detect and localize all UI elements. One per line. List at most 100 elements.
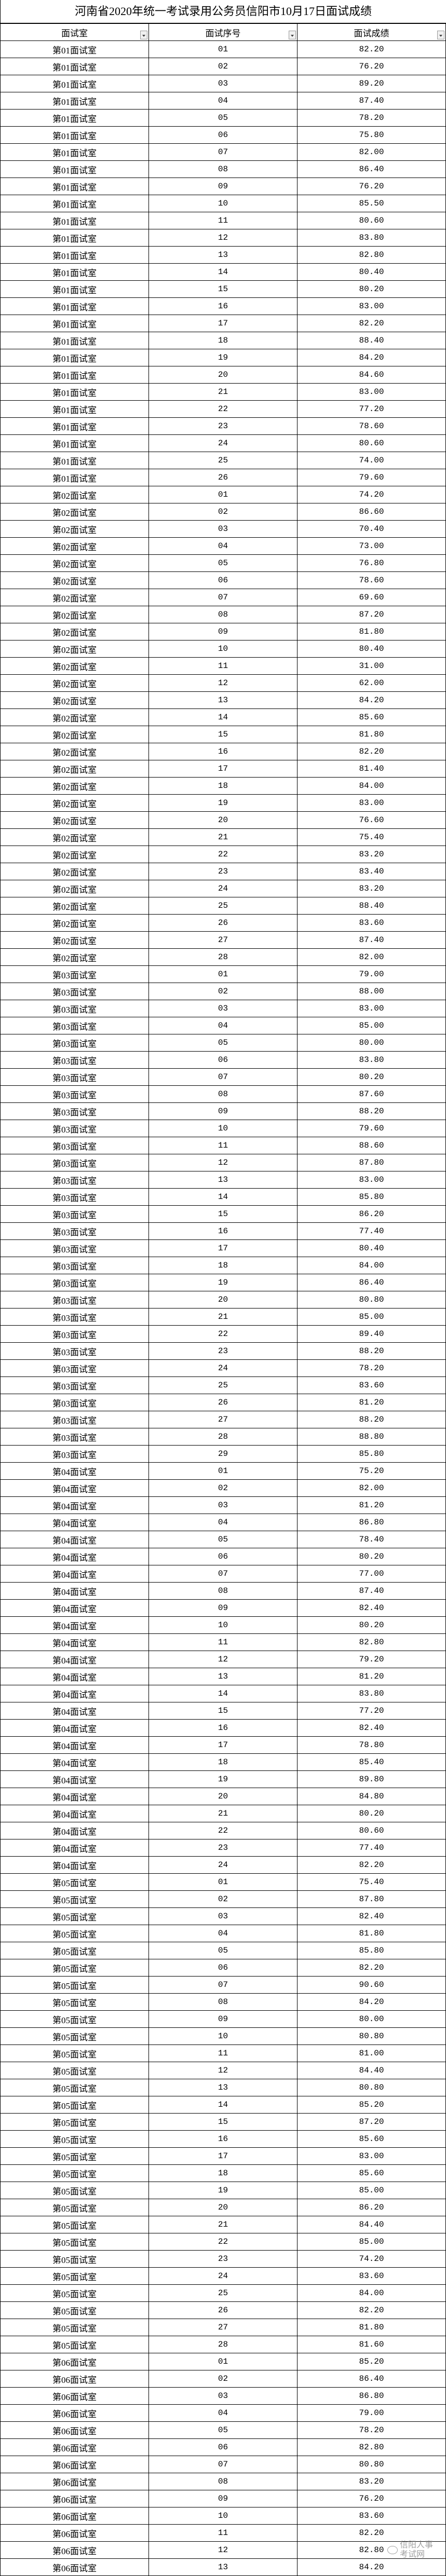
- seq-cell: 27: [148, 2319, 298, 2336]
- seq-cell: 10: [148, 1120, 298, 1137]
- seq-cell: 23: [148, 863, 298, 880]
- seq-cell: 28: [148, 948, 298, 966]
- room-cell: 第02面试室: [0, 554, 149, 572]
- table-row: 第03面试室 29 85.80: [0, 1445, 446, 1463]
- table-row: 第04面试室 01 75.20: [0, 1462, 446, 1480]
- room-cell: 第05面试室: [0, 1925, 149, 1942]
- seq-cell: 20: [148, 1291, 298, 1309]
- table-row: 第03面试室 22 89.40: [0, 1325, 446, 1343]
- table-row: 第05面试室 25 84.00: [0, 2284, 446, 2302]
- seq-cell: 29: [148, 1445, 298, 1463]
- seq-cell: 06: [148, 1051, 298, 1069]
- room-cell: 第02面试室: [0, 503, 149, 521]
- table-row: 第04面试室 16 82.40: [0, 1719, 446, 1737]
- room-cell: 第02面试室: [0, 571, 149, 589]
- seq-cell: 01: [148, 965, 298, 983]
- seq-cell: 03: [148, 520, 298, 538]
- table-row: 第02面试室 10 80.40: [0, 640, 446, 658]
- room-cell: 第04面试室: [0, 1582, 149, 1600]
- seq-cell: 14: [148, 1685, 298, 1702]
- score-cell: 76.20: [297, 178, 446, 195]
- score-cell: 87.40: [297, 931, 446, 949]
- score-cell: 83.20: [297, 846, 446, 863]
- filter-dropdown-icon[interactable]: [437, 31, 444, 39]
- seq-cell: 23: [148, 2250, 298, 2268]
- score-cell: 81.40: [297, 760, 446, 778]
- table-row: 第06面试室 09 76.20: [0, 2490, 446, 2507]
- seq-cell: 09: [148, 2490, 298, 2507]
- room-cell: 第04面试室: [0, 1548, 149, 1565]
- table-row: 第04面试室 13 81.20: [0, 1668, 446, 1685]
- score-cell: 88.60: [297, 1137, 446, 1154]
- table-row: 第02面试室 25 88.40: [0, 897, 446, 915]
- table-row: 第01面试室 08 86.40: [0, 160, 446, 178]
- table-row: 第01面试室 03 89.20: [0, 75, 446, 92]
- room-cell: 第05面试室: [0, 2164, 149, 2182]
- seq-cell: 19: [148, 2182, 298, 2199]
- room-cell: 第04面试室: [0, 1719, 149, 1737]
- table-row: 第02面试室 27 87.40: [0, 931, 446, 949]
- score-cell: 81.60: [297, 2336, 446, 2353]
- score-cell: 84.00: [297, 2284, 446, 2302]
- seq-cell: 22: [148, 2233, 298, 2251]
- table-row: 第01面试室 23 78.60: [0, 417, 446, 435]
- table-row: 第06面试室 13 84.20: [0, 2558, 446, 2576]
- room-cell: 第01面试室: [0, 160, 149, 178]
- seq-cell: 03: [148, 2387, 298, 2405]
- score-cell: 85.80: [297, 1188, 446, 1206]
- seq-cell: 24: [148, 434, 298, 452]
- seq-cell: 09: [148, 2010, 298, 2028]
- score-cell: 82.00: [297, 143, 446, 161]
- score-cell: 88.40: [297, 897, 446, 915]
- seq-cell: 20: [148, 2199, 298, 2216]
- seq-cell: 06: [148, 1548, 298, 1565]
- seq-cell: 16: [148, 1719, 298, 1737]
- score-cell: 85.40: [297, 1753, 446, 1771]
- room-cell: 第01面试室: [0, 332, 149, 349]
- seq-cell: 22: [148, 1325, 298, 1343]
- score-cell: 82.40: [297, 1907, 446, 1925]
- room-cell: 第03面试室: [0, 1102, 149, 1120]
- table-row: 第03面试室 25 83.60: [0, 1376, 446, 1394]
- score-cell: 82.20: [297, 2524, 446, 2542]
- seq-cell: 01: [148, 2353, 298, 2370]
- score-cell: 69.60: [297, 589, 446, 606]
- score-cell: 87.40: [297, 1582, 446, 1600]
- filter-dropdown-icon[interactable]: [140, 31, 147, 39]
- score-cell: 85.00: [297, 2182, 446, 2199]
- score-cell: 81.80: [297, 726, 446, 743]
- filter-dropdown-icon[interactable]: [289, 31, 296, 39]
- seq-cell: 01: [148, 486, 298, 503]
- table-row: 第06面试室 12 82.80: [0, 2541, 446, 2559]
- table-row: 第02面试室 19 83.00: [0, 794, 446, 812]
- seq-cell: 08: [148, 606, 298, 623]
- seq-cell: 09: [148, 1599, 298, 1617]
- table-row: 第05面试室 04 81.80: [0, 1925, 446, 1942]
- room-cell: 第02面试室: [0, 726, 149, 743]
- table-row: 第03面试室 06 83.80: [0, 1051, 446, 1069]
- score-cell: 78.20: [297, 2421, 446, 2439]
- room-cell: 第05面试室: [0, 2336, 149, 2353]
- table-row: 第02面试室 07 69.60: [0, 589, 446, 606]
- score-cell: 86.20: [297, 2199, 446, 2216]
- score-cell: 85.80: [297, 1445, 446, 1463]
- room-cell: 第02面试室: [0, 931, 149, 949]
- seq-cell: 18: [148, 332, 298, 349]
- room-cell: 第02面试室: [0, 537, 149, 555]
- score-cell: 82.00: [297, 1479, 446, 1497]
- table-row: 第03面试室 11 88.60: [0, 1137, 446, 1154]
- seq-cell: 12: [148, 1651, 298, 1668]
- score-cell: 80.00: [297, 1034, 446, 1052]
- score-cell: 84.40: [297, 2216, 446, 2233]
- room-cell: 第03面试室: [0, 1342, 149, 1360]
- table-row: 第01面试室 12 83.80: [0, 229, 446, 247]
- seq-cell: 02: [148, 1890, 298, 1908]
- score-cell: 31.00: [297, 657, 446, 675]
- seq-cell: 20: [148, 1788, 298, 1805]
- table-row: 第06面试室 06 82.80: [0, 2438, 446, 2456]
- score-cell: 80.20: [297, 280, 446, 298]
- room-cell: 第01面试室: [0, 434, 149, 452]
- score-cell: 70.40: [297, 520, 446, 538]
- table-row: 第03面试室 05 80.00: [0, 1034, 446, 1052]
- table-row: 第04面试室 05 78.40: [0, 1531, 446, 1548]
